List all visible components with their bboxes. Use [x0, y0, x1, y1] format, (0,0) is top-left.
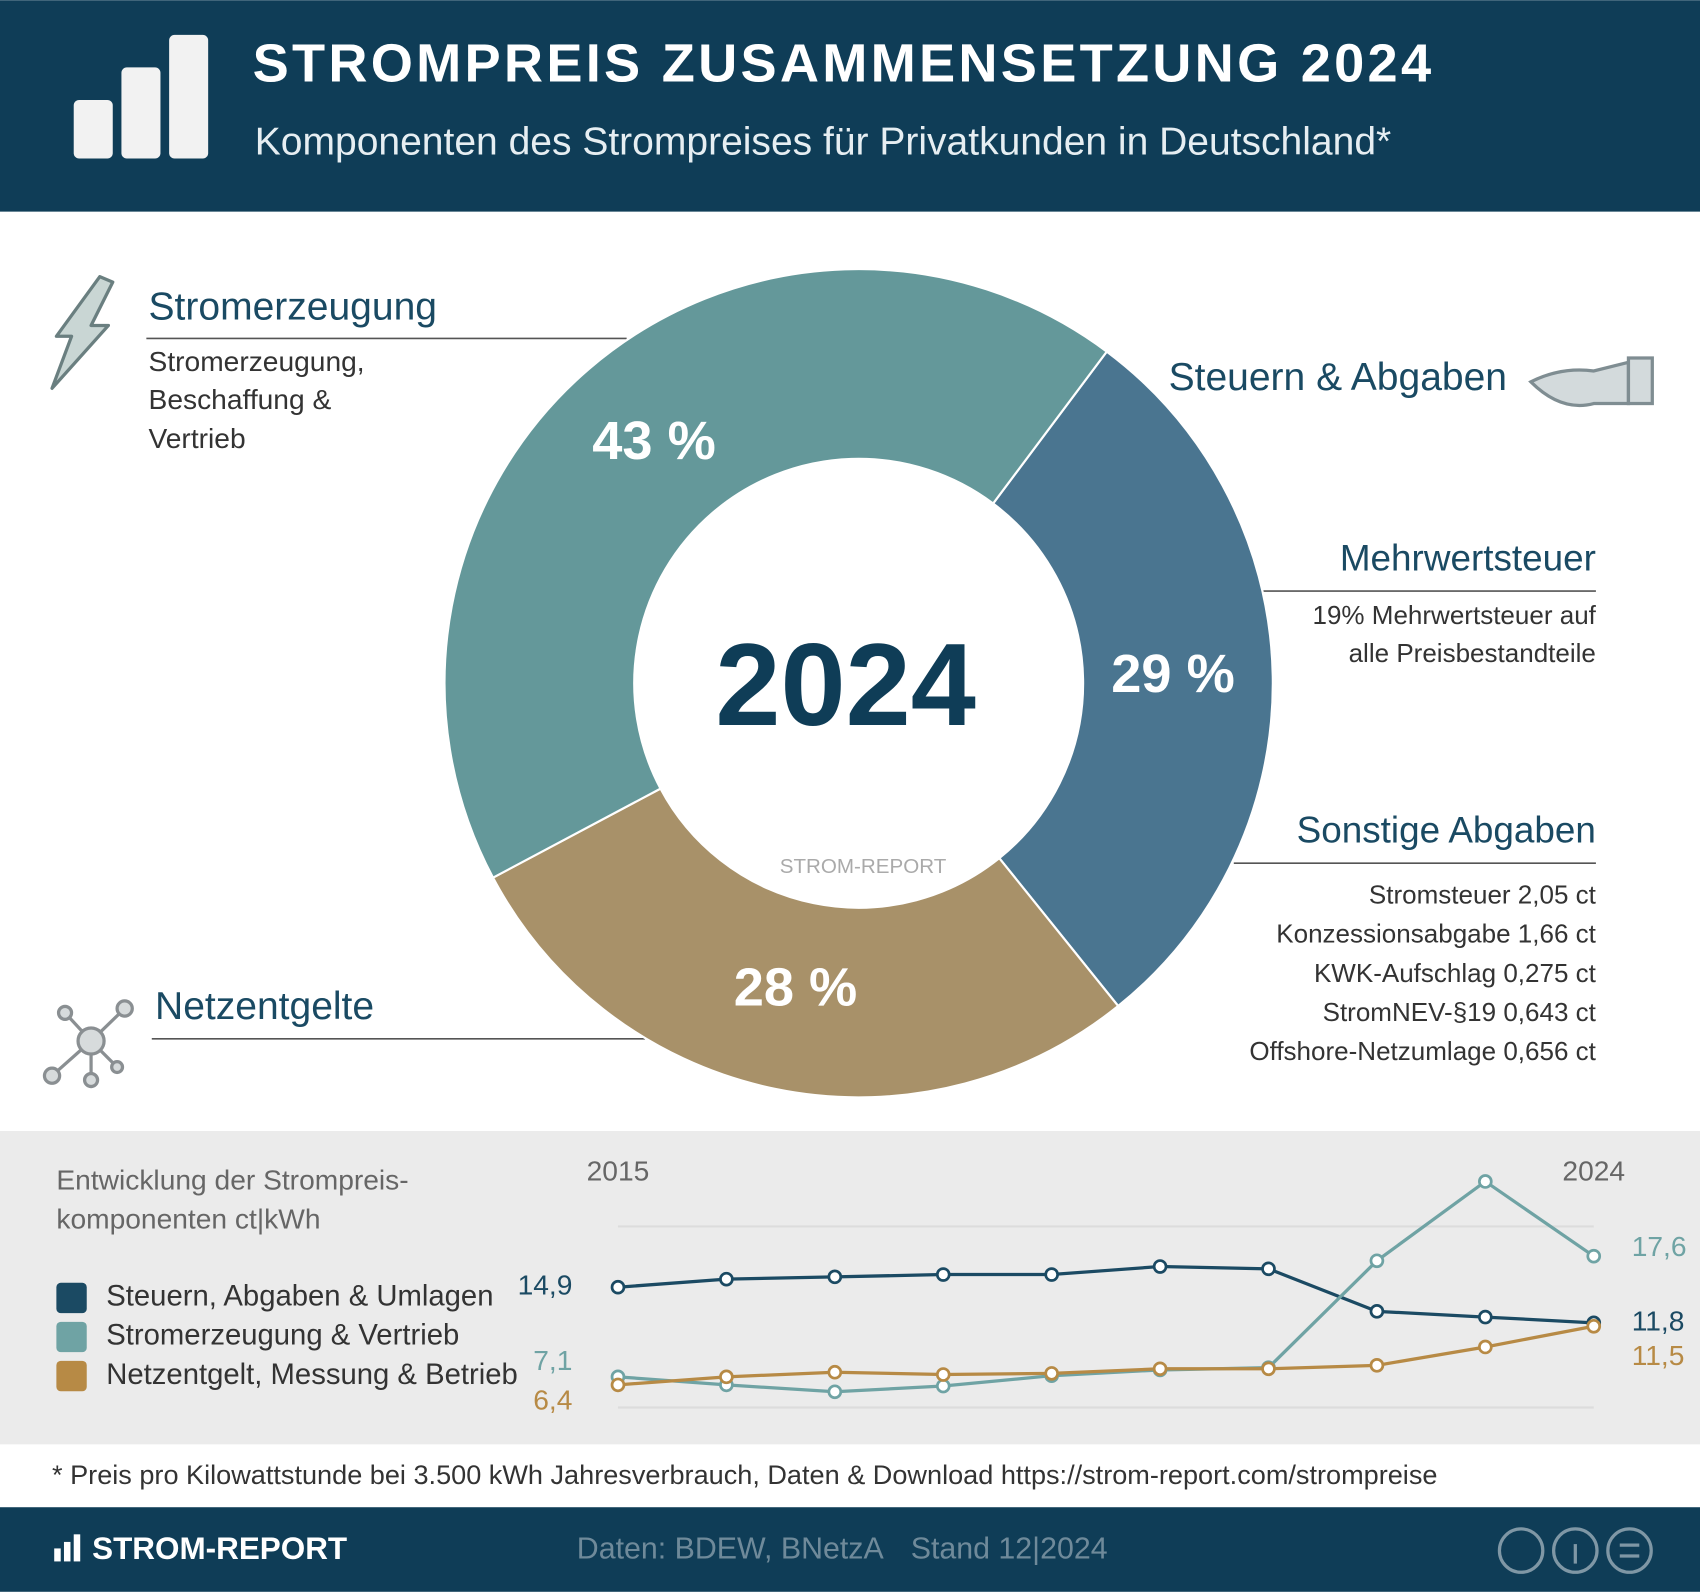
- x-tick-label: 2024: [1562, 1155, 1625, 1187]
- decor-lines: [617, 1225, 1594, 1409]
- data-point: [1369, 1358, 1385, 1373]
- category-label: Steuern & Abgaben: [1169, 356, 1507, 399]
- lightning-icon: [50, 275, 115, 390]
- footer-source: Daten: BDEW, BNetzA: [577, 1533, 885, 1566]
- data-point: [827, 1384, 843, 1400]
- license-icons: [1497, 1527, 1653, 1574]
- annotation-line: Vertrieb: [149, 422, 246, 454]
- data-point: [1044, 1267, 1059, 1282]
- data-point: [1586, 1318, 1602, 1334]
- donut-segment: [991, 350, 1274, 1008]
- watermark: STROM-REPORT: [780, 855, 947, 878]
- x-tick-label: 2015: [587, 1155, 650, 1187]
- annotation-line: Konzessionsabgabe 1,66 ct: [1276, 919, 1596, 949]
- donut-segment: [443, 268, 1109, 880]
- data-point: [935, 1267, 951, 1282]
- line-chart: 2015 2024 Steuern, Abgaben & Umlagen Strome…: [56, 1155, 1687, 1416]
- value-label: 11,8: [1632, 1304, 1685, 1336]
- legend-label: Steuern, Abgaben & Umlagen: [106, 1281, 493, 1313]
- footnote: * Preis pro Kilowattstunde bei 3.500 kWh…: [52, 1459, 1437, 1490]
- annotation-line: Stromsteuer 2,05 ct: [1369, 880, 1597, 910]
- data-point: [827, 1269, 843, 1285]
- value-label: 11,5: [1632, 1339, 1685, 1371]
- value-label: 6,4: [533, 1384, 572, 1416]
- data-point: [1586, 1248, 1602, 1264]
- value-label: 29 %: [1111, 644, 1235, 704]
- center-label: 2024: [715, 619, 975, 750]
- data-point: [1152, 1259, 1168, 1274]
- data-point: [1044, 1366, 1059, 1381]
- legend-label: Netzentgelt, Messung & Betrieb: [106, 1359, 518, 1391]
- title: STROMPREIS ZUSAMMENSETZUNG 2024: [253, 34, 1435, 94]
- data-point: [1478, 1339, 1493, 1355]
- data-point: [719, 1369, 734, 1385]
- data-point: [1369, 1253, 1385, 1269]
- legend-swatch: [56, 1282, 87, 1314]
- footer-date: Stand 12|2024: [911, 1533, 1108, 1566]
- category-label: Stromerzeugung: [149, 286, 437, 329]
- footer-brand: STROM-REPORT: [92, 1531, 347, 1566]
- data-point: [719, 1271, 734, 1287]
- annotation-line: Beschaffung &: [149, 383, 332, 415]
- leader-lines: [146, 337, 1596, 1040]
- value-label: 14,9: [518, 1269, 573, 1301]
- line-title: komponenten ct|kWh: [56, 1202, 320, 1234]
- annotation-line: 19% Mehrwertsteuer auf: [1312, 600, 1596, 630]
- data-point: [1261, 1361, 1276, 1377]
- data-point: [935, 1367, 951, 1382]
- legend-label: Stromerzeugung & Vertrieb: [106, 1320, 459, 1352]
- data-point: [1152, 1361, 1168, 1377]
- annotation-line: StromNEV-§19 0,643 ct: [1323, 997, 1597, 1027]
- legend-swatch: [56, 1360, 87, 1392]
- value-label: 17,6: [1632, 1230, 1687, 1262]
- value-label: 7,1: [533, 1344, 572, 1376]
- series-line: [617, 1324, 1595, 1387]
- donut-segment: [491, 787, 1120, 1099]
- series-line: [617, 1264, 1594, 1325]
- network-icon: [42, 999, 134, 1089]
- annotation-line: Offshore-Netzumlage 0,656 ct: [1249, 1036, 1596, 1066]
- footer-bar: [0, 1507, 1700, 1592]
- data-point: [610, 1377, 626, 1393]
- annotation-line: Stromerzeugung,: [149, 345, 365, 377]
- value-label: 43 %: [592, 411, 716, 471]
- data-point: [1369, 1304, 1385, 1319]
- annotation-line: KWK-Aufschlag 0,275 ct: [1314, 958, 1597, 988]
- series-line: [617, 1179, 1595, 1394]
- footer-logo: [54, 1534, 81, 1562]
- data-point: [1478, 1174, 1493, 1189]
- legend-swatch: [56, 1321, 87, 1353]
- line-title: Entwicklung der Strompreis-: [56, 1163, 408, 1195]
- data-point: [827, 1364, 843, 1380]
- annotation-line: alle Preisbestandteile: [1349, 638, 1596, 668]
- hand-icon: [1528, 356, 1654, 408]
- data-point: [1261, 1261, 1276, 1277]
- annotation-title: Sonstige Abgaben: [1297, 810, 1596, 851]
- data-point: [610, 1279, 626, 1295]
- donut-chart: 29 % Steuern & Abgaben 28 % Netzentgelte 43 …: [149, 268, 1507, 1099]
- category-label: Netzentgelte: [155, 985, 374, 1028]
- header-bar: [0, 0, 1700, 212]
- value-label: 28 %: [734, 958, 858, 1018]
- annotation-title: Mehrwertsteuer: [1340, 537, 1596, 578]
- data-point: [1478, 1309, 1493, 1325]
- header-icon: [73, 34, 209, 159]
- subtitle: Komponenten des Strompreises für Privatk…: [255, 121, 1391, 164]
